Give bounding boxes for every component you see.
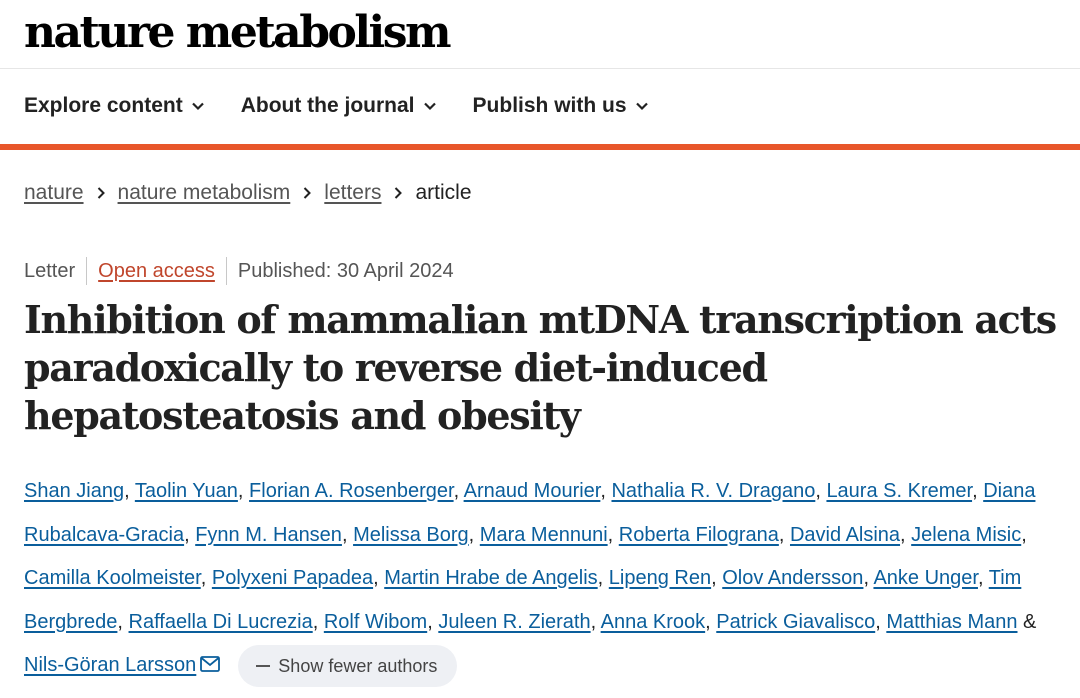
breadcrumb: nature nature metabolism letters article [24,178,472,208]
author-separator: , [778,523,790,546]
meta-divider [225,257,227,285]
author-link[interactable]: David Alsina [789,523,901,546]
author-link[interactable]: Nathalia R. V. Dragano [611,480,816,502]
author-link[interactable]: Florian A. Rosenberger [249,480,454,502]
author-link[interactable]: Martin Hrabe de Angelis [384,567,598,589]
author-separator: , [124,480,135,502]
meta-divider [86,257,88,285]
author-link[interactable]: Polyxeni Papadea [211,567,374,589]
author-link[interactable]: Juleen R. Zierath [438,610,591,633]
chevron-right-icon [302,186,312,200]
show-fewer-label: Show fewer authors [278,655,438,676]
author-separator: , [815,480,827,502]
nav-publish-with-us[interactable]: Publish with us [473,94,649,118]
author-link[interactable]: Fynn M. Hansen [195,523,342,546]
author-separator: , [597,567,609,589]
author-separator: , [977,567,989,589]
article-title: Inhibition of mammalian mtDNA transcript… [24,297,1057,438]
article-type: Letter [24,259,76,282]
show-fewer-authors-button[interactable]: Show fewer authors [238,644,458,687]
header-divider [0,68,1080,69]
author-separator: , [711,567,723,589]
author-link[interactable]: Jelena Misic [911,523,1022,546]
author-separator: , [705,610,717,633]
author-link[interactable]: Anke Unger [873,567,978,589]
breadcrumb-nature[interactable]: nature [24,181,84,204]
breadcrumb-letters[interactable]: letters [324,181,382,204]
minus-icon [256,664,271,667]
author-link[interactable]: Raffaella Di Lucrezia [128,610,313,633]
author-link[interactable]: Mara Mennuni [479,523,608,546]
author-link[interactable]: Arnaud Mourier [463,480,601,502]
author-separator: , [875,610,887,633]
author-link[interactable]: Lipeng Ren [608,567,712,589]
author-separator: , [468,523,480,546]
author-separator: , [312,610,324,633]
author-link[interactable]: Olov Andersson [722,567,864,589]
author-separator: , [373,567,385,589]
author-link[interactable]: Roberta Filograna [618,523,779,546]
author-separator: , [900,523,912,546]
breadcrumb-article: article [415,181,472,204]
author-link[interactable]: Tim Bergbrede [24,567,1022,633]
author-link[interactable]: Taolin Yuan [134,480,238,502]
nav-item-label: About the journal [240,94,415,117]
nav-item-label: Publish with us [472,94,627,117]
author-link[interactable]: Melissa Borg [353,523,469,546]
author-separator: , [972,480,984,502]
author-list: Shan Jiang, Taolin Yuan, Florian A. Rose… [24,470,1064,688]
author-separator: , [863,567,874,589]
chevron-down-icon [191,102,204,111]
author-link[interactable]: Laura S. Kremer [826,480,973,502]
open-access-link[interactable]: Open access [98,259,215,282]
nav-item-label: Explore content [24,94,183,117]
author-link[interactable]: Diana Rubalcava-Gracia [24,480,1036,546]
author-separator: , [453,480,464,502]
author-separator: , [237,480,250,502]
author-separator: , [200,567,212,589]
nav-explore-content[interactable]: Explore content [24,94,205,118]
published-date: Published: 30 April 2024 [237,259,454,282]
author-separator: , [600,480,612,502]
main-nav: Explore content About the journal Publis… [24,86,649,126]
author-link[interactable]: Rolf Wibom [323,610,428,633]
article-meta: Letter Open access Published: 30 April 2… [24,256,454,286]
author-separator: , [607,523,619,546]
author-joiner: & [1017,610,1037,633]
author-separator: , [184,523,196,546]
mail-icon[interactable] [200,656,221,672]
chevron-down-icon [635,102,648,111]
author-link[interactable]: Matthias Mann [886,610,1018,633]
chevron-right-icon [96,186,106,200]
author-link[interactable]: Anna Krook [600,610,706,633]
breadcrumb-nature-metabolism[interactable]: nature metabolism [117,181,291,204]
author-link[interactable]: Camilla Koolmeister [24,567,201,589]
chevron-down-icon [423,102,436,111]
author-separator: , [341,523,354,546]
author-link[interactable]: Patrick Giavalisco [716,610,876,633]
author-separator: , [427,610,439,633]
author-separator: , [590,610,601,633]
accent-bar [0,144,1080,150]
chevron-right-icon [393,186,403,200]
masthead: nature metabolism [24,4,452,62]
nav-about-journal[interactable]: About the journal [241,94,437,118]
corresponding-author-link[interactable]: Nils-Göran Larsson [24,654,197,676]
author-separator: , [1021,523,1027,546]
journal-logo[interactable]: nature metabolism [24,7,452,58]
author-separator: , [117,610,129,633]
author-link[interactable]: Shan Jiang [24,480,125,502]
